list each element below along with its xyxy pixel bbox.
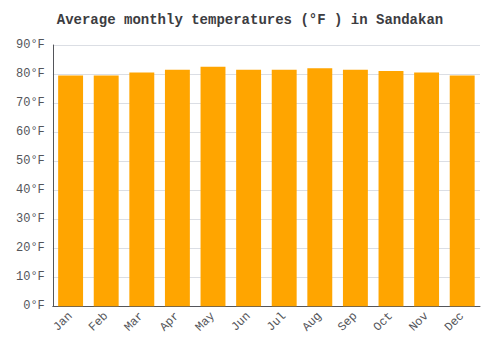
svg-text:Apr: Apr <box>157 309 182 334</box>
svg-text:Average monthly temperatures (: Average monthly temperatures (°F ) in Sa… <box>57 12 443 28</box>
svg-text:Oct: Oct <box>371 309 396 334</box>
svg-text:40°F: 40°F <box>16 183 45 197</box>
svg-text:Sep: Sep <box>335 309 360 334</box>
svg-text:Feb: Feb <box>86 309 111 334</box>
svg-text:0°F: 0°F <box>23 299 45 313</box>
svg-text:Mar: Mar <box>122 309 147 334</box>
svg-text:10°F: 10°F <box>16 270 45 284</box>
svg-text:80°F: 80°F <box>16 67 45 81</box>
svg-text:20°F: 20°F <box>16 241 45 255</box>
svg-text:Jul: Jul <box>264 309 289 334</box>
svg-text:Jan: Jan <box>50 309 75 334</box>
svg-text:70°F: 70°F <box>16 96 45 110</box>
svg-text:May: May <box>193 309 218 334</box>
svg-text:90°F: 90°F <box>16 38 45 52</box>
svg-text:50°F: 50°F <box>16 154 45 168</box>
svg-text:30°F: 30°F <box>16 212 45 226</box>
svg-text:60°F: 60°F <box>16 125 45 139</box>
svg-text:Dec: Dec <box>442 309 467 334</box>
svg-text:Aug: Aug <box>300 309 325 334</box>
svg-text:Jun: Jun <box>228 309 253 334</box>
svg-text:Nov: Nov <box>406 309 431 334</box>
